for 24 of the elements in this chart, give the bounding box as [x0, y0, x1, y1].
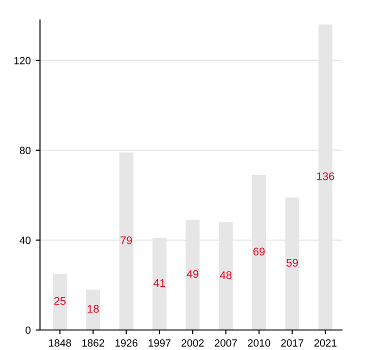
x-tick-label: 1862	[82, 339, 104, 347]
bar	[52, 274, 67, 330]
x-tick-label: 1997	[148, 339, 171, 347]
data-label: 18	[88, 304, 99, 313]
x-tick-label: 2007	[214, 339, 237, 347]
x-tick-label: 1926	[115, 339, 138, 347]
data-label: 136	[316, 172, 334, 180]
data-label: 41	[154, 279, 166, 287]
y-tick-label: 40	[20, 236, 31, 244]
x-tick-label: 2002	[182, 339, 204, 347]
data-label: 49	[186, 270, 198, 278]
bar	[86, 290, 100, 330]
x-tick-label: 2021	[314, 339, 336, 347]
x-tick-label: 2010	[248, 339, 270, 347]
y-tick-label: 0	[26, 326, 31, 334]
x-tick-label: 2017	[281, 339, 304, 347]
data-label: 59	[286, 258, 298, 267]
data-label: 25	[54, 297, 66, 305]
x-tick-label: 1848	[49, 339, 72, 347]
data-label: 48	[220, 271, 232, 280]
y-tick-label: 80	[20, 146, 31, 154]
data-label: 79	[120, 236, 132, 244]
y-tick-label: 120	[14, 56, 31, 64]
data-label: 69	[253, 248, 265, 256]
